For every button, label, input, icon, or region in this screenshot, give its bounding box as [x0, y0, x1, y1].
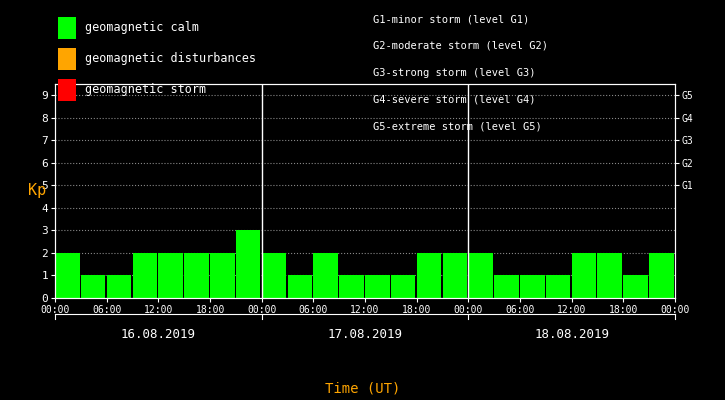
Bar: [55, 253, 80, 298]
Bar: [107, 276, 131, 298]
Bar: [494, 276, 518, 298]
Bar: [468, 253, 493, 298]
Text: G2-moderate storm (level G2): G2-moderate storm (level G2): [373, 41, 548, 51]
Bar: [210, 253, 235, 298]
Bar: [158, 253, 183, 298]
Bar: [417, 253, 442, 298]
Bar: [339, 276, 364, 298]
Bar: [571, 253, 596, 298]
Text: 18.08.2019: 18.08.2019: [534, 328, 609, 341]
Bar: [597, 253, 622, 298]
Bar: [262, 253, 286, 298]
Text: geomagnetic storm: geomagnetic storm: [85, 83, 206, 96]
Text: 16.08.2019: 16.08.2019: [121, 328, 196, 341]
Bar: [546, 276, 571, 298]
Bar: [624, 276, 648, 298]
Bar: [520, 276, 544, 298]
Bar: [184, 253, 209, 298]
Y-axis label: Kp: Kp: [28, 184, 46, 198]
Bar: [288, 276, 312, 298]
Text: G4-severe storm (level G4): G4-severe storm (level G4): [373, 94, 536, 104]
Text: Time (UT): Time (UT): [325, 382, 400, 396]
Text: geomagnetic calm: geomagnetic calm: [85, 22, 199, 34]
Bar: [391, 276, 415, 298]
Bar: [649, 253, 674, 298]
Text: 17.08.2019: 17.08.2019: [328, 328, 402, 341]
Bar: [81, 276, 105, 298]
Text: geomagnetic disturbances: geomagnetic disturbances: [85, 52, 256, 65]
Bar: [442, 253, 467, 298]
Text: G5-extreme storm (level G5): G5-extreme storm (level G5): [373, 121, 542, 131]
Bar: [365, 276, 389, 298]
Text: G3-strong storm (level G3): G3-strong storm (level G3): [373, 68, 536, 78]
Bar: [236, 230, 260, 298]
Bar: [313, 253, 338, 298]
Bar: [133, 253, 157, 298]
Text: G1-minor storm (level G1): G1-minor storm (level G1): [373, 14, 530, 24]
